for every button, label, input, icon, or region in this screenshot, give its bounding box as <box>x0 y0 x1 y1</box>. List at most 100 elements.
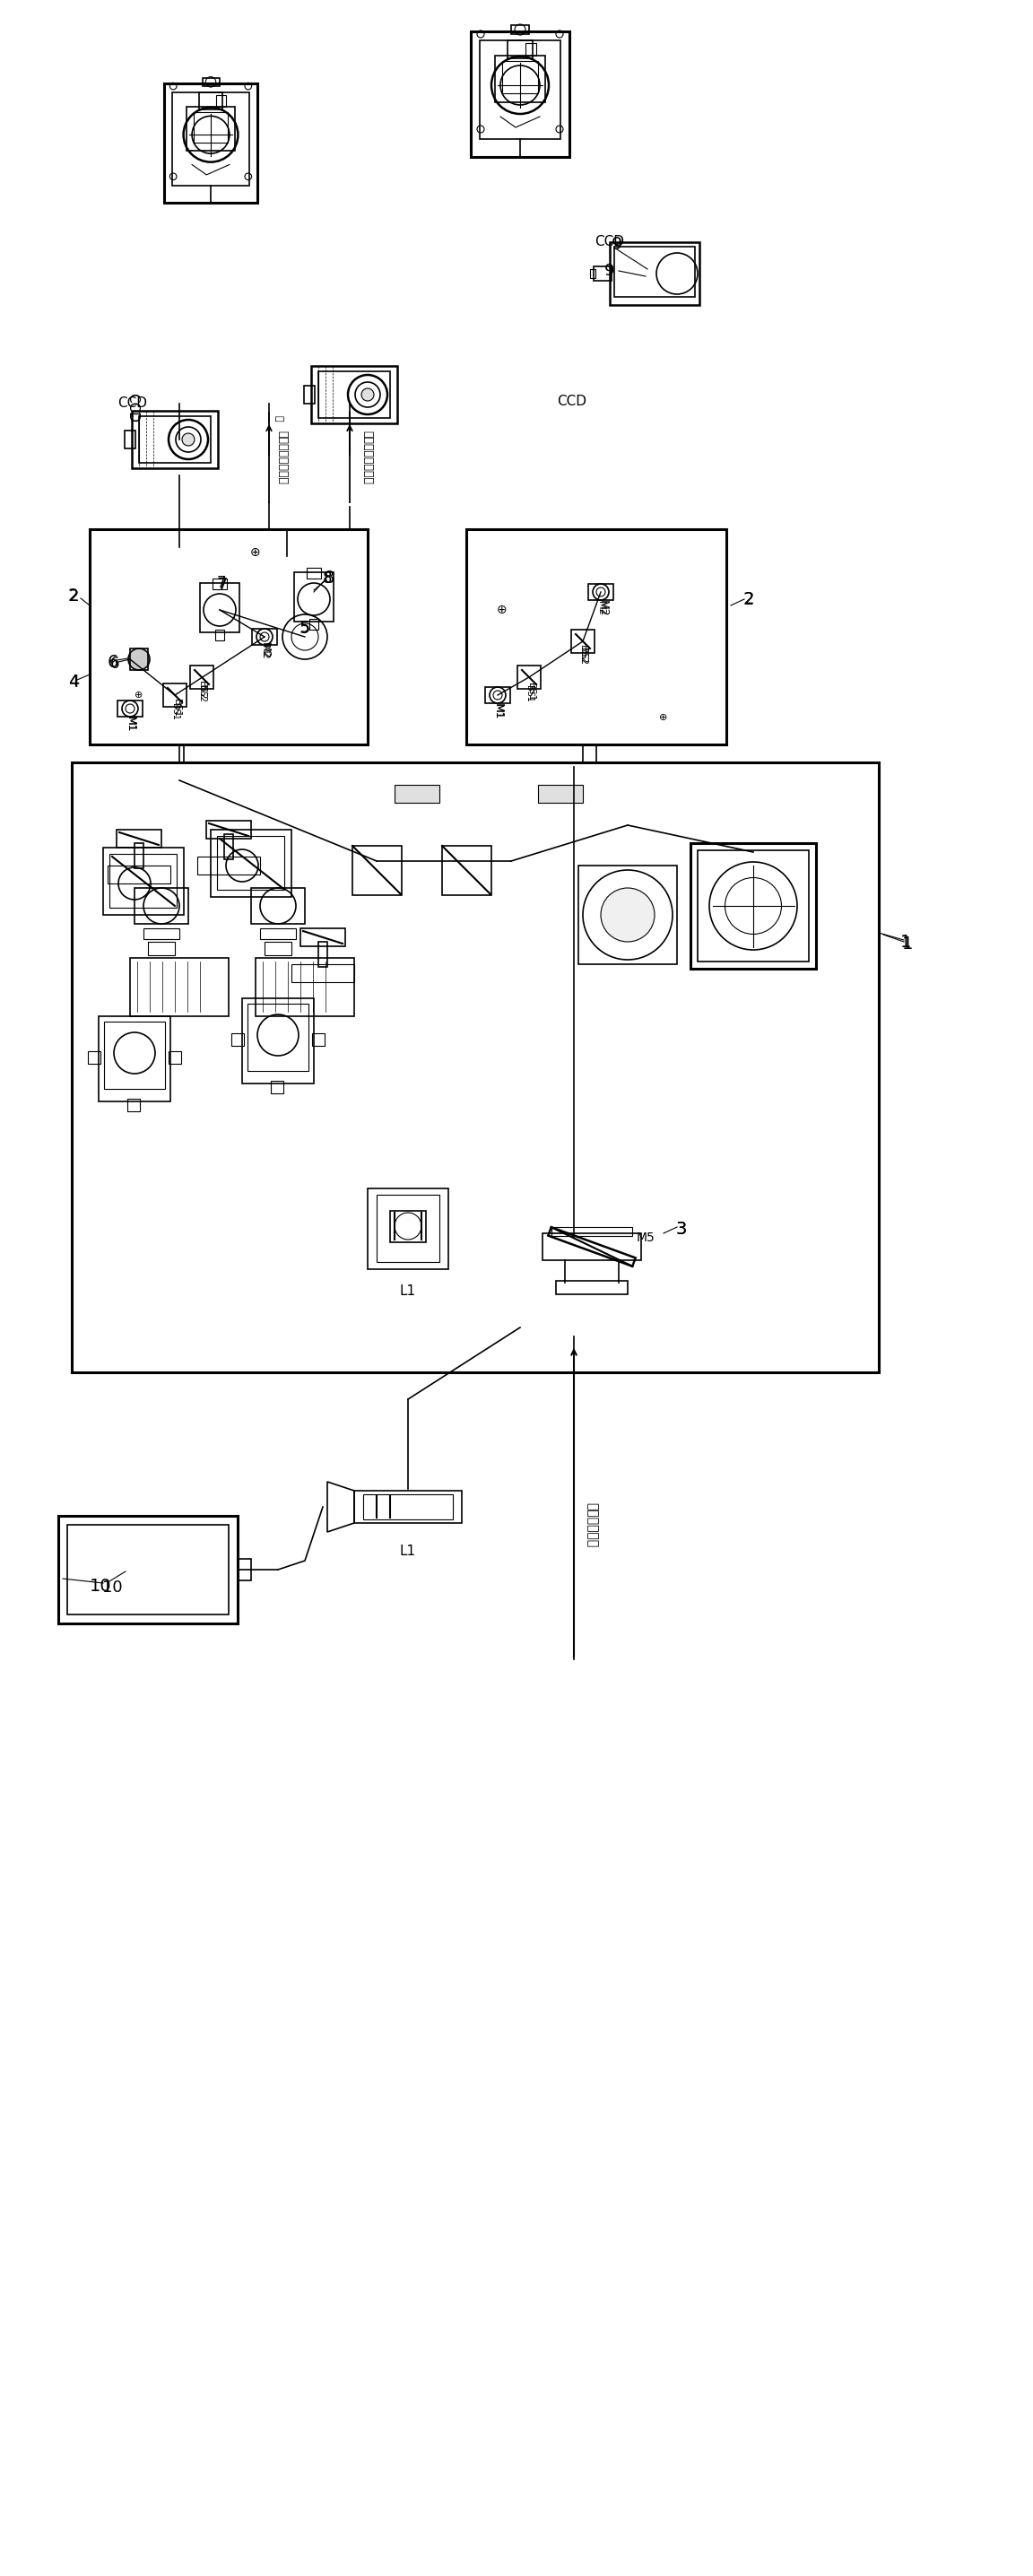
Bar <box>125 430 135 448</box>
Bar <box>118 701 143 716</box>
Text: BS1: BS1 <box>170 703 180 719</box>
Bar <box>291 963 354 981</box>
Text: 4: 4 <box>68 672 79 690</box>
Text: L1: L1 <box>400 1285 416 1298</box>
Bar <box>526 44 536 57</box>
Text: BS1: BS1 <box>173 698 181 719</box>
Text: 10: 10 <box>90 1577 112 1595</box>
Circle shape <box>182 433 194 446</box>
Bar <box>511 26 529 33</box>
Bar <box>318 943 327 966</box>
Text: 3: 3 <box>676 1221 687 1236</box>
Bar <box>173 93 249 185</box>
Bar <box>542 1234 641 1260</box>
Bar <box>364 1494 452 1520</box>
Bar <box>132 410 218 469</box>
Bar <box>168 1051 181 1064</box>
Bar <box>103 848 184 914</box>
Bar <box>134 889 188 925</box>
Bar <box>390 1211 426 1242</box>
Text: M2: M2 <box>596 600 605 616</box>
Bar <box>690 842 816 969</box>
Circle shape <box>362 389 374 402</box>
Bar <box>248 1005 309 1072</box>
Bar <box>117 829 161 848</box>
Bar <box>251 889 305 925</box>
Text: 2: 2 <box>68 587 80 605</box>
Text: 第二工作出射光路: 第二工作出射光路 <box>362 430 374 484</box>
Bar <box>377 1195 439 1262</box>
Text: 6: 6 <box>107 654 119 670</box>
Bar <box>202 77 219 85</box>
Bar <box>466 528 726 744</box>
Text: M1: M1 <box>492 703 503 719</box>
Bar <box>187 106 234 152</box>
Bar <box>352 845 402 894</box>
Text: M1: M1 <box>126 716 134 732</box>
Bar <box>264 943 291 956</box>
Bar <box>255 958 354 1015</box>
Bar <box>578 866 677 963</box>
Bar <box>215 629 224 641</box>
Bar <box>304 386 315 404</box>
Text: M2: M2 <box>260 644 269 659</box>
Text: 工作入射光路: 工作入射光路 <box>586 1502 598 1548</box>
Text: 7: 7 <box>217 574 226 590</box>
Bar <box>556 1280 628 1293</box>
Text: 6: 6 <box>111 657 120 672</box>
Text: 9: 9 <box>612 234 623 252</box>
Text: L1: L1 <box>400 1546 416 1558</box>
Bar <box>594 265 612 281</box>
Text: BS2: BS2 <box>197 685 207 701</box>
Text: ⊕: ⊕ <box>134 690 144 701</box>
Bar <box>309 618 318 629</box>
Bar <box>588 585 614 600</box>
Text: 1: 1 <box>900 933 911 951</box>
Text: ⊕: ⊕ <box>497 603 507 616</box>
Bar <box>197 858 260 873</box>
Bar <box>109 853 177 907</box>
Bar <box>502 62 538 93</box>
Bar <box>200 582 240 631</box>
Bar <box>609 242 699 304</box>
Bar <box>71 762 879 1373</box>
Text: 第: 第 <box>274 415 282 420</box>
Text: 1: 1 <box>902 935 913 953</box>
Bar <box>238 1558 251 1582</box>
Bar <box>231 1033 244 1046</box>
Bar <box>190 665 214 688</box>
Text: 8: 8 <box>323 569 335 587</box>
Bar <box>697 850 809 961</box>
Text: BS2: BS2 <box>197 680 207 701</box>
Bar <box>486 688 510 703</box>
Text: BS2: BS2 <box>578 644 588 665</box>
Text: M1: M1 <box>493 703 502 719</box>
Bar <box>518 665 540 688</box>
Bar <box>271 1082 283 1092</box>
Bar <box>442 845 492 894</box>
Bar <box>211 829 291 896</box>
Bar <box>479 41 561 139</box>
Bar <box>538 786 583 804</box>
Text: CCD: CCD <box>118 397 148 410</box>
Bar <box>139 417 211 464</box>
Bar <box>368 1188 448 1270</box>
Bar <box>590 268 595 278</box>
Text: 5: 5 <box>301 621 310 636</box>
Bar <box>134 842 144 868</box>
Bar <box>312 1033 324 1046</box>
Bar <box>260 927 295 940</box>
Text: M2: M2 <box>597 600 608 616</box>
Circle shape <box>128 649 150 670</box>
Bar <box>130 649 148 670</box>
Text: BS2: BS2 <box>578 649 588 665</box>
Text: 2: 2 <box>744 590 754 608</box>
Text: M1: M1 <box>124 716 136 732</box>
Bar <box>615 247 695 296</box>
Text: 10: 10 <box>102 1579 122 1595</box>
Text: M5: M5 <box>636 1231 655 1244</box>
Bar <box>98 1015 170 1103</box>
Bar <box>318 371 390 417</box>
Circle shape <box>601 889 655 943</box>
Text: CCD: CCD <box>557 394 587 410</box>
